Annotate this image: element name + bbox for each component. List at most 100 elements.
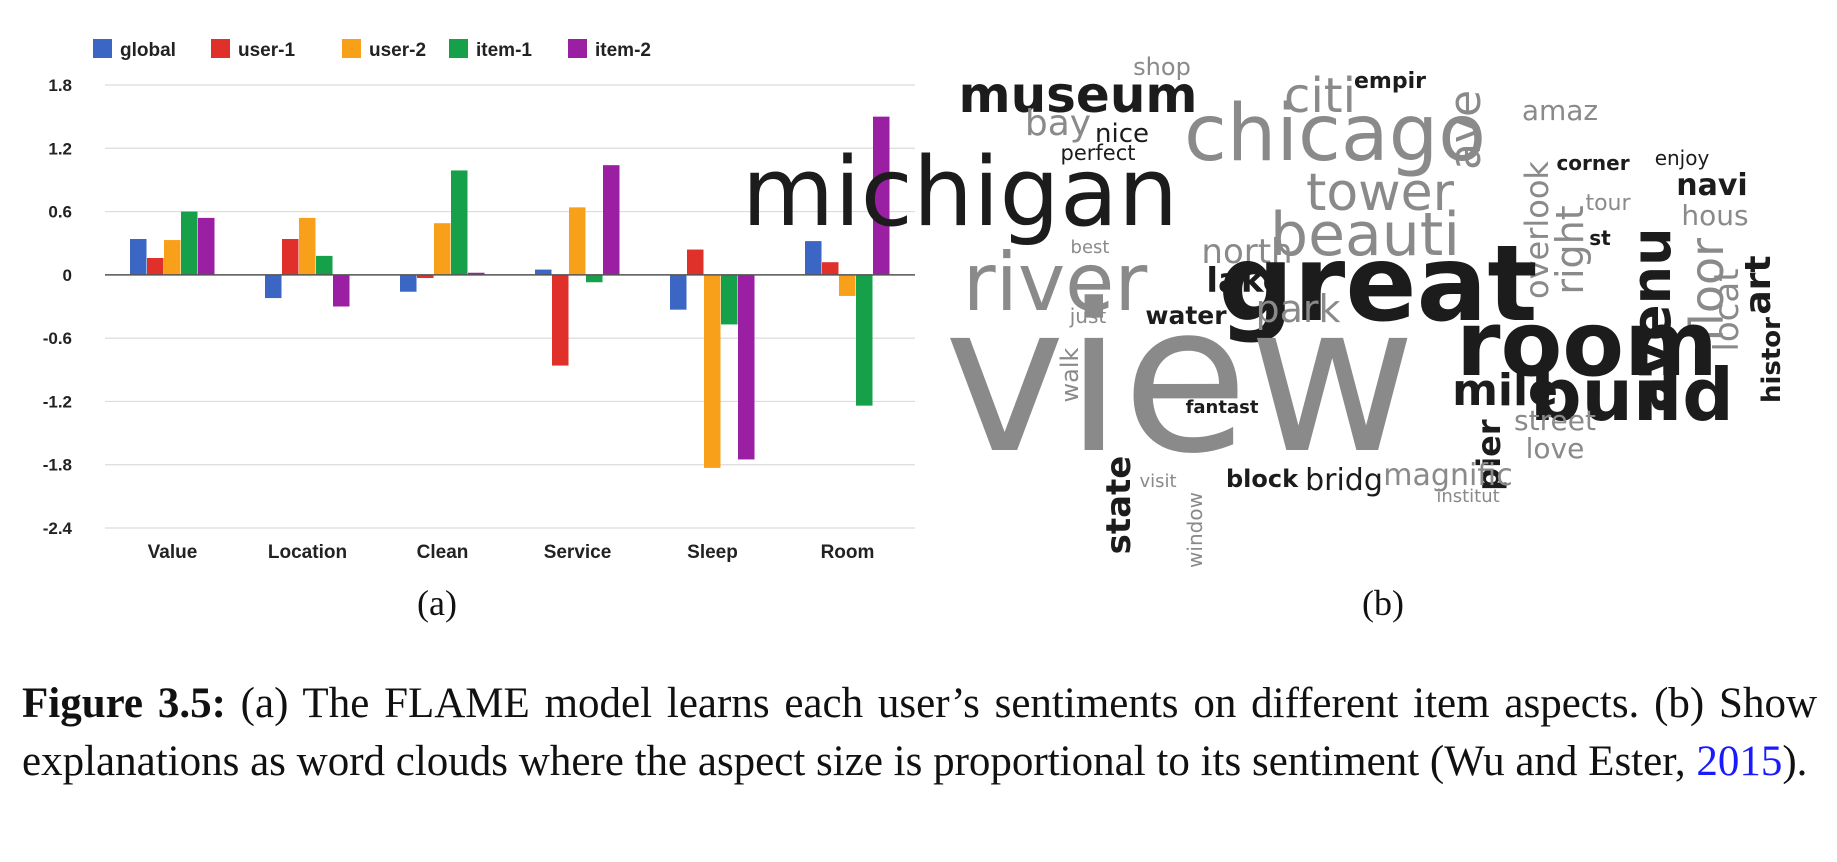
x-category-label: Clean	[417, 542, 469, 563]
cloud-word-hous: hous	[1681, 199, 1748, 232]
cloud-word-enjoy: enjoy	[1655, 146, 1710, 170]
x-category-label: Value	[148, 542, 198, 563]
cloud-word-river: river	[963, 236, 1148, 329]
cloud-word-locat: locat	[1707, 268, 1747, 351]
cloud-word-best: best	[1071, 237, 1110, 258]
bar-user-1-location	[282, 238, 299, 275]
bar-item-1-clean	[451, 170, 468, 275]
legend-swatch-user-2	[342, 39, 361, 58]
cloud-word-citi: citi	[1284, 68, 1356, 124]
legend-label-global: global	[120, 40, 176, 61]
cloud-word-love: love	[1526, 432, 1585, 465]
legend-label-user-2: user-2	[369, 40, 426, 61]
bar-user-2-location	[299, 217, 316, 275]
cloud-word-beauti: beauti	[1270, 200, 1460, 270]
bar-user-2-service	[569, 207, 586, 275]
cloud-word-chicago: chicago	[1184, 89, 1486, 179]
cloud-word-ave: ave	[1440, 90, 1491, 170]
caption-text-end: ).	[1782, 738, 1808, 785]
y-tick-label: -2.4	[43, 519, 73, 538]
chart-legend: global user-1 user-2 item-1 item-2	[93, 39, 651, 61]
cloud-word-walk: walk	[1056, 347, 1084, 402]
citation-link[interactable]: 2015	[1696, 738, 1783, 785]
cloud-word-view: view	[944, 261, 1416, 499]
cloud-word-avenu: avenu	[1620, 227, 1683, 412]
cloud-word-bay: bay	[1025, 103, 1091, 144]
cloud-word-museum: museum	[958, 66, 1197, 124]
cloud-word-st: st	[1589, 226, 1611, 250]
cloud-word-perfect: perfect	[1061, 141, 1136, 165]
bar-user-2-value	[164, 240, 181, 275]
caption-text: (a) The FLAME model learns each user’s s…	[22, 680, 1817, 785]
bar-global-room	[805, 241, 822, 275]
cloud-word-bridg: bridg	[1305, 463, 1383, 498]
caption-label: Figure 3.5:	[22, 680, 226, 727]
panel-label-a: (a)	[417, 583, 457, 623]
cloud-word-park: park	[1255, 287, 1340, 331]
bar-user-1-value	[147, 257, 164, 275]
y-axis-ticks: 1.8 1.2 0.6 0 -0.6 -1.2 -1.8 -2.4	[43, 76, 73, 538]
cloud-word-tower: tower	[1306, 163, 1455, 223]
cloud-word-north: north	[1201, 232, 1292, 272]
cloud-word-great: great	[1218, 223, 1537, 345]
legend-label-item-1: item-1	[476, 40, 532, 61]
bar-user-1-room	[822, 262, 839, 275]
y-tick-label: 1.8	[48, 76, 72, 95]
bar-user-2-clean	[434, 223, 451, 275]
bar-item-2-sleep	[738, 274, 755, 460]
cloud-word-shop: shop	[1133, 53, 1191, 81]
y-tick-label: -1.8	[43, 456, 72, 475]
x-axis-categories: Value Location Clean Service Sleep Room	[148, 542, 875, 563]
bar-global-clean	[400, 274, 417, 292]
cloud-word-pier: pier	[1470, 419, 1508, 491]
cloud-word-magnific: magnific	[1383, 458, 1512, 493]
cloud-word-overlook: overlook	[1518, 161, 1556, 299]
legend-swatch-global	[93, 39, 112, 58]
legend-swatch-user-1	[211, 39, 230, 58]
y-tick-label: 0	[63, 266, 72, 285]
cloud-word-art: art	[1738, 255, 1779, 314]
cloud-word-right: right	[1548, 205, 1592, 294]
bar-item-2-room	[873, 116, 890, 275]
bar-user-2-room	[839, 274, 856, 296]
y-tick-label: -0.6	[43, 329, 72, 348]
cloud-word-navi: navi	[1676, 168, 1747, 203]
bar-user-2-sleep	[704, 274, 721, 468]
cloud-word-window: window	[1183, 492, 1207, 568]
x-category-label: Location	[268, 542, 347, 563]
bar-user-1-clean	[417, 274, 434, 279]
bar-item-2-location	[333, 274, 350, 307]
bar-global-service	[535, 269, 552, 275]
legend-label-item-2: item-2	[595, 40, 651, 61]
bar-user-1-sleep	[687, 249, 704, 275]
chart-bars	[130, 116, 890, 468]
cloud-word-street: street	[1514, 404, 1596, 437]
y-tick-label: 0.6	[48, 203, 72, 222]
cloud-word-corner: corner	[1556, 151, 1629, 175]
bar-global-sleep	[670, 274, 687, 310]
x-category-label: Service	[544, 542, 612, 563]
bar-item-2-value	[198, 217, 215, 275]
cloud-word-block: block	[1226, 465, 1299, 493]
bar-user-1-service	[552, 274, 569, 366]
cloud-word-floor: floor	[1680, 238, 1734, 342]
legend-label-user-1: user-1	[238, 40, 295, 61]
cloud-word-just: just	[1069, 304, 1107, 328]
bar-item-1-sleep	[721, 274, 738, 325]
cloud-word-histor: histor	[1757, 317, 1787, 403]
bar-item-1-location	[316, 255, 333, 275]
cloud-word-lake: lake	[1206, 261, 1285, 301]
cloud-word-build: build	[1530, 353, 1734, 437]
cloud-word-empir: empir	[1354, 69, 1426, 94]
cloud-word-fantast: fantast	[1186, 397, 1259, 418]
bar-item-1-service	[586, 274, 603, 283]
cloud-word-mile: mile	[1452, 365, 1558, 416]
cloud-word-water: water	[1145, 301, 1227, 330]
cloud-word-tour: tour	[1585, 191, 1631, 216]
bar-item-1-value	[181, 211, 198, 275]
x-category-label: Sleep	[687, 542, 738, 563]
bar-global-location	[265, 274, 282, 299]
cloud-word-visit: visit	[1139, 471, 1176, 492]
